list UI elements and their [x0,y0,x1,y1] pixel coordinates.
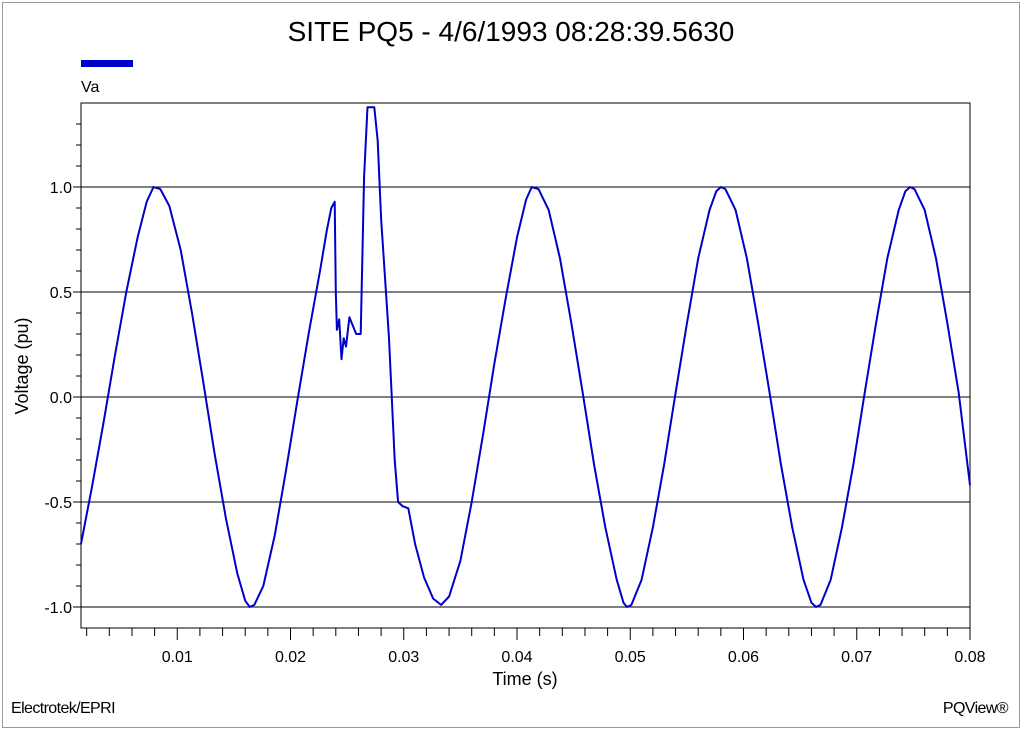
x-tick-label: 0.02 [275,649,306,666]
x-axis-label: Time (s) [492,669,557,689]
legend-label-va: Va [81,79,99,96]
y-tick-label: 0.5 [50,285,72,302]
x-tick-label: 0.06 [728,649,759,666]
x-tick-label: 0.03 [388,649,419,666]
y-axis-label: Voltage (pu) [12,317,32,414]
x-tick-label: 0.04 [501,649,532,666]
grid-lines [81,186,970,608]
y-tick-label: 0.0 [50,390,72,407]
y-tick-label: 1.0 [50,180,72,197]
chart-title: SITE PQ5 - 4/6/1993 08:28:39.5630 [288,16,735,47]
x-axis: 0.01 0.02 0.03 0.04 0.05 0.06 0.07 0.08 [86,628,986,666]
x-tick-label: 0.08 [954,649,985,666]
y-tick-label: -1.0 [44,600,72,617]
y-tick-label: -0.5 [44,495,72,512]
legend-swatch-va [81,60,133,67]
x-tick-label: 0.07 [841,649,872,666]
x-tick-label: 0.01 [162,649,193,666]
footer-right: PQView® [943,700,1009,717]
series-layer [80,106,971,608]
series-line-va [80,106,971,608]
plot-area [80,102,971,629]
y-axis: 1.0 0.5 0.0 -0.5 -1.0 [44,123,81,617]
footer-left: Electrotek/EPRI [11,700,115,717]
x-tick-label: 0.05 [615,649,646,666]
